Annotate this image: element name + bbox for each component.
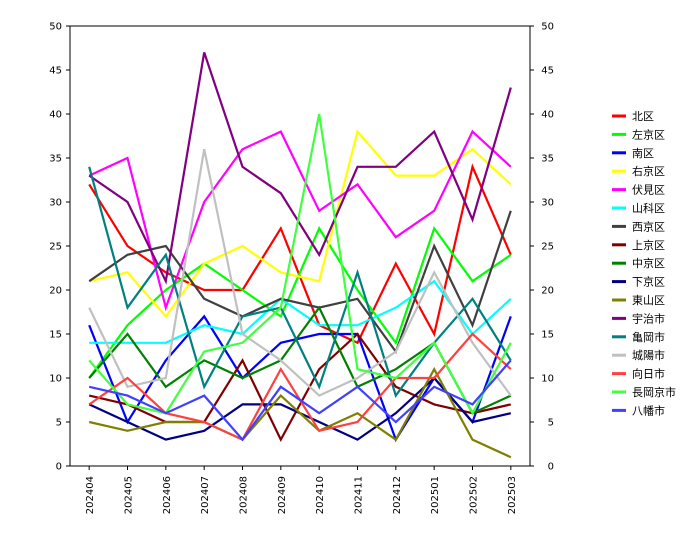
legend-label: 中京区 [632, 256, 665, 270]
series-line-10 [88, 376, 512, 441]
y-tick-label-left: 10 [49, 374, 62, 385]
series-line-7 [88, 210, 512, 354]
series-line-13 [88, 166, 512, 399]
series-line-9 [88, 305, 512, 415]
series-line-6 [89, 279, 512, 344]
x-tick-label: 202406 [162, 476, 173, 514]
legend-label: 山科区 [632, 201, 665, 215]
x-tick-label: 202405 [124, 476, 135, 514]
legend-label: 東山区 [632, 294, 665, 307]
y-tick-label-left: 50 [49, 22, 62, 33]
y-tick-label-right: 0 [548, 462, 554, 473]
y-tick-label-right: 35 [541, 154, 554, 165]
y-tick-label-left: 35 [49, 154, 62, 165]
y-tick-label-right: 10 [541, 374, 554, 385]
legend-label: 西京区 [632, 219, 665, 233]
series-line-5 [88, 129, 512, 312]
legend-label: 宇治市 [632, 311, 665, 325]
legend-label: 城陽市 [632, 348, 665, 362]
y-tick-label-right: 40 [541, 110, 554, 121]
series-line-2 [88, 226, 512, 379]
y-tick-label-right: 20 [541, 286, 554, 297]
x-tick-label: 202408 [239, 476, 250, 514]
series-line-8 [88, 332, 512, 443]
series-line-4 [88, 129, 512, 319]
legend-label: 亀岡市 [632, 330, 665, 344]
y-tick-label-left: 0 [56, 462, 62, 473]
x-tick-label: 202503 [507, 476, 518, 514]
y-tick-label-left: 20 [49, 286, 62, 297]
y-tick-label-right: 50 [541, 22, 554, 33]
legend-label: 右京区 [632, 164, 665, 178]
x-tick-label: 202411 [354, 476, 365, 514]
legend-label: 南区 [632, 147, 654, 160]
x-tick-label: 202501 [430, 476, 441, 514]
y-tick-label-right: 5 [548, 418, 554, 429]
x-tick-label: 202404 [85, 476, 96, 514]
series-line-11 [88, 366, 512, 459]
y-tick-label-right: 25 [541, 242, 554, 253]
legend-label: 八幡市 [632, 403, 665, 417]
series-line-12 [88, 52, 512, 285]
y-tick-label-left: 40 [49, 110, 62, 121]
x-tick-label: 202410 [315, 476, 326, 514]
x-tick-label: 202502 [469, 476, 480, 514]
legend-label: 長岡京市 [632, 385, 676, 399]
y-tick-label-right: 30 [541, 198, 554, 209]
legend-label: 下京区 [632, 275, 665, 289]
series-line-17 [88, 359, 512, 442]
y-tick-label-left: 45 [49, 66, 62, 77]
y-tick-label-right: 45 [541, 66, 554, 77]
series-line-15 [88, 332, 512, 442]
series-line-14 [88, 148, 512, 397]
legend-label: 北区 [632, 110, 654, 123]
legend-label: 左京区 [632, 127, 665, 141]
x-tick-label: 202412 [392, 476, 403, 514]
y-tick-label-left: 15 [49, 330, 62, 341]
y-tick-label-left: 25 [49, 242, 62, 253]
x-tick-label: 202407 [200, 476, 211, 514]
y-tick-label-left: 5 [56, 418, 62, 429]
series-line-16 [88, 113, 512, 416]
y-tick-label-left: 30 [49, 198, 62, 209]
legend-label: 伏見区 [632, 183, 665, 197]
legend-label: 上京区 [632, 238, 665, 252]
x-tick-label: 202409 [277, 476, 288, 514]
legend-label: 向日市 [632, 367, 665, 381]
y-tick-label-right: 15 [541, 330, 554, 341]
